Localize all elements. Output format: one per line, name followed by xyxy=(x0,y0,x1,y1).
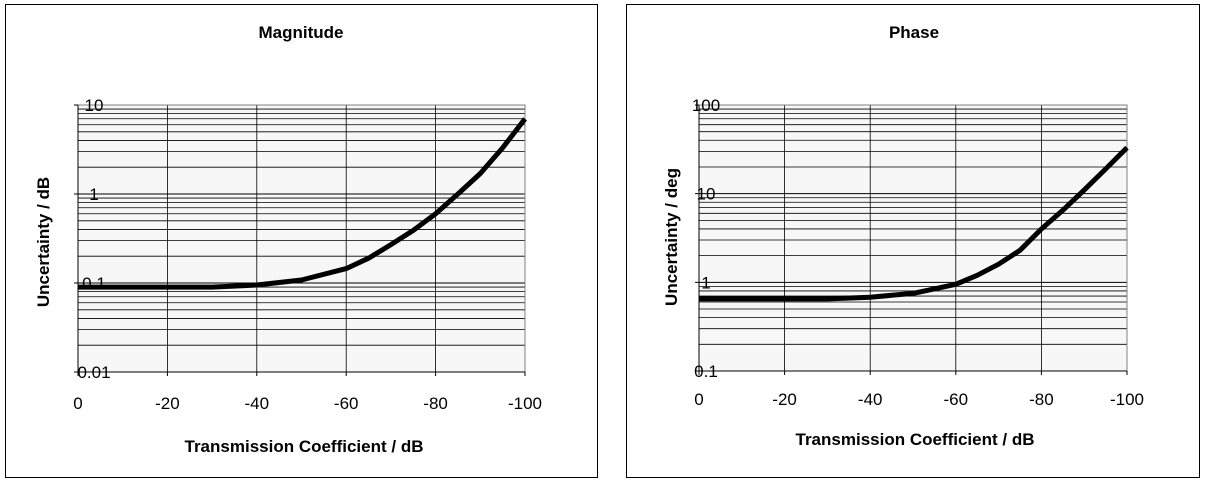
x-tick-label: -40 xyxy=(858,390,883,409)
x-tick-label: -80 xyxy=(1029,390,1054,409)
x-axis-title: Transmission Coefficient / dB xyxy=(796,430,1035,449)
y-tick-label: 10 xyxy=(85,96,104,115)
y-tick-label: 1 xyxy=(89,185,98,204)
y-tick-label: 0.1 xyxy=(694,362,718,381)
y-tick-label: 0.01 xyxy=(77,363,110,382)
x-tick-label: -100 xyxy=(508,394,542,413)
magnitude-chart: 10 1 0.1 0.01 0 -20 -40 -60 -80 -100 Magnitude Tran… xyxy=(34,23,542,456)
series-line xyxy=(699,145,1129,302)
chart-title: Magnitude xyxy=(259,23,344,42)
series-line xyxy=(78,117,527,290)
y-tick-label: 1 xyxy=(701,273,710,292)
y-axis-title: Uncertainty / deg xyxy=(662,168,681,306)
x-tick-label: -40 xyxy=(245,394,270,413)
y-tick-label: 100 xyxy=(692,96,720,115)
x-tick-label: 0 xyxy=(73,394,82,413)
x-tick-label: -80 xyxy=(423,394,448,413)
chart-title: Phase xyxy=(889,23,939,42)
phase-chart: 100 10 1 0.1 0 -20 -40 -60 -80 -100 Phase Transmiss… xyxy=(662,23,1144,449)
x-tick-label: -20 xyxy=(155,394,180,413)
x-tick-label: -60 xyxy=(944,390,969,409)
y-axis-title: Uncertainty / dB xyxy=(34,177,53,307)
x-tick-label: -100 xyxy=(1110,390,1144,409)
phase-chart-panel: 100 10 1 0.1 0 -20 -40 -60 -80 -100 Phase Transmiss… xyxy=(626,4,1200,478)
x-tick-label: 0 xyxy=(694,390,703,409)
y-tick-label: 0.1 xyxy=(82,274,106,293)
magnitude-chart-panel: 10 1 0.1 0.01 0 -20 -40 -60 -80 -100 Magnitude Tran… xyxy=(5,4,598,478)
x-tick-label: -20 xyxy=(772,390,797,409)
plot-area xyxy=(699,105,1127,371)
y-tick-label: 10 xyxy=(697,185,716,204)
plot-area xyxy=(78,105,525,372)
x-tick-label: -60 xyxy=(334,394,359,413)
x-axis-title: Transmission Coefficient / dB xyxy=(185,437,424,456)
